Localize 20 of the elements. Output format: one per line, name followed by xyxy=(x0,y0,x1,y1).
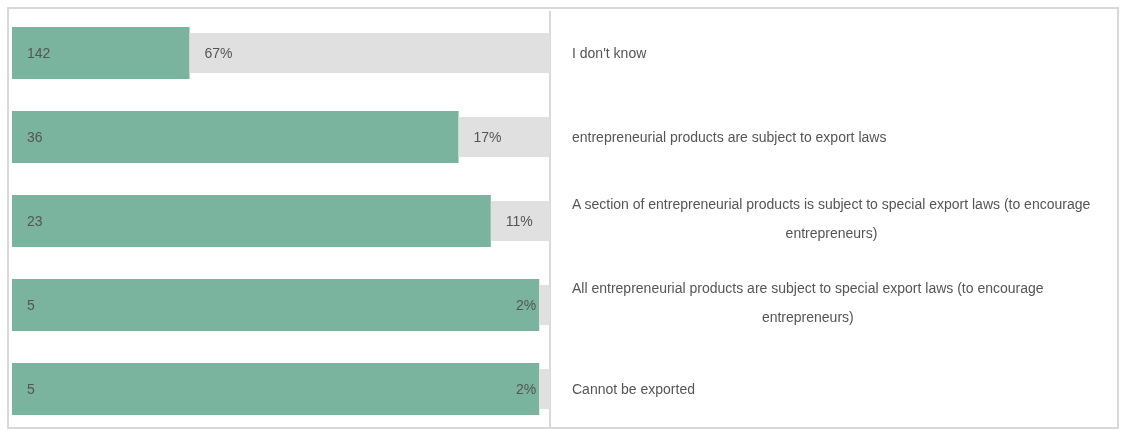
y-tick-label: A section of entrepreneurial products is subject to special export laws (to encourage entrepreneurs) xyxy=(572,196,1091,241)
annotation: 5 xyxy=(27,380,35,397)
bar xyxy=(12,363,540,415)
data-label: 67% xyxy=(204,44,233,61)
y-tick-label: I don't know xyxy=(572,44,648,61)
y-tick-label: entrepreneurial products are subject to export laws xyxy=(572,128,887,145)
bar xyxy=(12,195,491,247)
data-label: 11% xyxy=(505,212,533,229)
bar xyxy=(12,27,190,79)
data-label: 17% xyxy=(473,128,502,145)
data-label: 2% xyxy=(516,296,537,313)
annotation: 5 xyxy=(27,296,35,313)
bar xyxy=(12,111,459,163)
bar xyxy=(12,279,540,331)
y-tick-label: Cannot be exported xyxy=(572,380,695,397)
data-label: 2% xyxy=(516,380,537,397)
y-tick-label: All entrepreneurial products are subject to special export laws (to encourage entrepreneurs) xyxy=(572,280,1044,325)
annotation: 142 xyxy=(27,44,51,61)
annotation: 23 xyxy=(27,212,43,229)
annotation: 36 xyxy=(27,128,43,145)
